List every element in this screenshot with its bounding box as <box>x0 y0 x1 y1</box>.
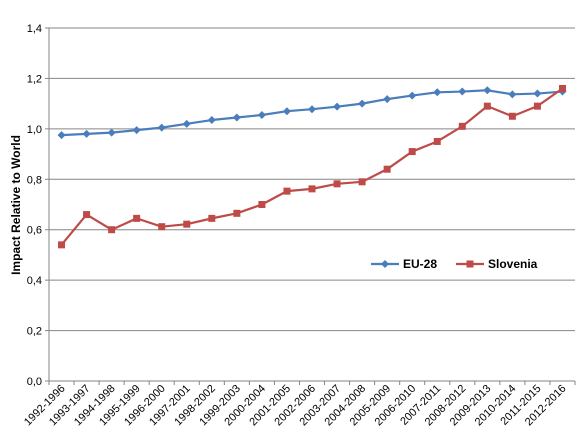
data-point <box>283 187 291 195</box>
data-point <box>108 226 116 234</box>
data-point <box>183 220 191 228</box>
legend: EU-28 Slovenia <box>371 257 538 271</box>
data-point <box>207 116 216 125</box>
data-point <box>107 128 116 137</box>
data-point <box>208 214 216 222</box>
data-point <box>333 102 342 111</box>
data-point <box>533 89 542 98</box>
y-tick-label: 0,4 <box>27 275 42 287</box>
y-tick-label: 0,8 <box>27 174 42 186</box>
data-point <box>232 113 241 122</box>
series-layer <box>57 85 567 249</box>
y-axis-title: Impact Relative to World <box>9 135 23 275</box>
data-point <box>58 241 66 249</box>
data-point <box>508 90 517 99</box>
y-tick-label: 1,4 <box>27 23 42 35</box>
data-point <box>433 137 441 145</box>
data-point <box>483 86 492 95</box>
data-point <box>508 112 516 120</box>
data-point <box>132 126 141 135</box>
legend-item-eu28: EU-28 <box>371 257 437 271</box>
data-point <box>258 201 266 208</box>
data-point <box>383 95 392 104</box>
data-point <box>433 88 442 97</box>
data-point <box>483 102 491 110</box>
data-point <box>83 211 91 219</box>
y-tick-label: 0,2 <box>27 326 42 338</box>
data-point <box>157 123 166 132</box>
y-tick-label: 0,6 <box>27 225 42 237</box>
data-point <box>57 131 66 140</box>
legend-marker-eu28 <box>381 260 389 268</box>
data-point <box>233 209 241 217</box>
legend-item-slovenia: Slovenia <box>456 257 538 271</box>
data-point <box>182 119 191 128</box>
legend-marker-slovenia <box>466 260 474 268</box>
x-tick-labels: 1992-19961993-19971994-19981995-19991996… <box>22 381 576 428</box>
data-point <box>82 129 91 138</box>
data-point <box>358 99 367 108</box>
legend-label-slovenia: Slovenia <box>488 257 538 271</box>
y-tick-label: 1,0 <box>27 124 42 136</box>
data-point <box>533 102 541 110</box>
y-tick-labels: 0,0 0,2 0,4 0,6 0,8 1,0 1,2 1,4 <box>27 23 49 388</box>
data-point <box>308 185 316 193</box>
data-point <box>458 122 466 130</box>
plot-area <box>49 28 575 381</box>
data-point <box>257 110 266 119</box>
data-point <box>408 91 417 100</box>
data-point <box>358 178 366 186</box>
data-point <box>282 107 291 116</box>
y-tick-label: 1,2 <box>27 73 42 85</box>
data-point <box>133 214 141 222</box>
data-point <box>408 148 416 156</box>
data-point <box>308 105 316 114</box>
data-point <box>558 85 566 93</box>
data-point <box>158 223 166 231</box>
data-point <box>383 165 391 173</box>
data-point <box>458 87 467 96</box>
data-point <box>333 180 341 188</box>
legend-label-eu28: EU-28 <box>403 257 437 271</box>
y-tick-label: 0,0 <box>27 376 42 388</box>
